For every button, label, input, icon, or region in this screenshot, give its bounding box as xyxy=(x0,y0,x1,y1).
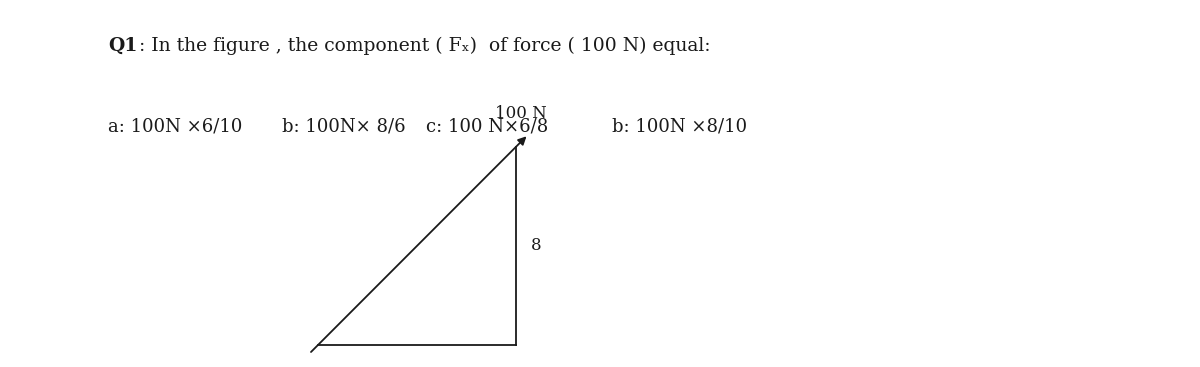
Text: : In the figure , the component ( Fₓ)  of force ( 100 N) equal:: : In the figure , the component ( Fₓ) of… xyxy=(139,37,710,55)
Text: c: 100 N×6/8: c: 100 N×6/8 xyxy=(426,117,548,135)
Text: b: 100N× 8/6: b: 100N× 8/6 xyxy=(282,117,406,135)
Text: 8: 8 xyxy=(530,237,541,254)
Text: b: 100N ×8/10: b: 100N ×8/10 xyxy=(612,117,748,135)
Text: a: 100N ×6/10: a: 100N ×6/10 xyxy=(108,117,242,135)
Text: Q1: Q1 xyxy=(108,37,137,55)
Text: 100 N: 100 N xyxy=(494,105,546,121)
